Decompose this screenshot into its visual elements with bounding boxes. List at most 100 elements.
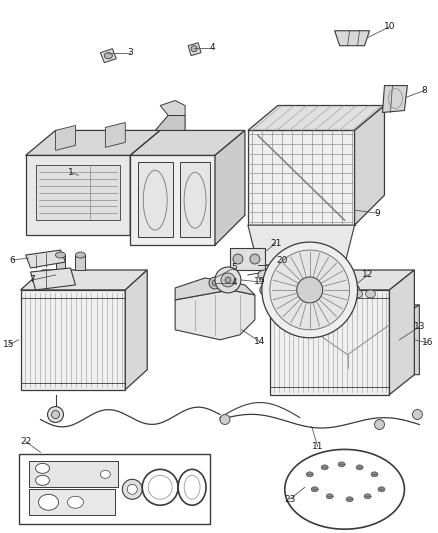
Ellipse shape bbox=[104, 53, 112, 59]
Ellipse shape bbox=[35, 463, 49, 473]
Polygon shape bbox=[175, 290, 255, 340]
Polygon shape bbox=[305, 325, 389, 368]
Polygon shape bbox=[399, 305, 419, 375]
Polygon shape bbox=[28, 489, 115, 515]
Ellipse shape bbox=[127, 484, 137, 494]
Bar bbox=[19, 455, 210, 524]
Ellipse shape bbox=[39, 494, 59, 510]
Polygon shape bbox=[160, 101, 185, 116]
Polygon shape bbox=[270, 270, 414, 290]
Text: 5: 5 bbox=[231, 263, 237, 272]
Ellipse shape bbox=[413, 409, 422, 419]
Bar bbox=[230, 248, 265, 270]
Ellipse shape bbox=[67, 496, 83, 508]
Polygon shape bbox=[155, 116, 185, 131]
Polygon shape bbox=[248, 131, 355, 225]
Ellipse shape bbox=[220, 415, 230, 424]
Ellipse shape bbox=[353, 290, 363, 298]
Ellipse shape bbox=[191, 46, 197, 52]
Text: 19: 19 bbox=[254, 278, 265, 286]
Text: 1: 1 bbox=[67, 168, 73, 177]
Text: 4: 4 bbox=[209, 43, 215, 52]
Ellipse shape bbox=[356, 465, 363, 470]
Polygon shape bbox=[295, 305, 419, 318]
Text: 12: 12 bbox=[362, 270, 373, 279]
Ellipse shape bbox=[326, 494, 333, 499]
Polygon shape bbox=[56, 255, 66, 270]
Ellipse shape bbox=[233, 254, 243, 264]
Bar bbox=[138, 163, 173, 237]
Ellipse shape bbox=[288, 290, 298, 298]
Bar bbox=[35, 165, 120, 220]
Polygon shape bbox=[295, 318, 399, 375]
Text: 3: 3 bbox=[127, 48, 133, 57]
Ellipse shape bbox=[75, 252, 85, 258]
Polygon shape bbox=[130, 131, 245, 155]
Polygon shape bbox=[175, 278, 255, 300]
Ellipse shape bbox=[212, 280, 218, 286]
Polygon shape bbox=[25, 250, 66, 268]
Polygon shape bbox=[100, 49, 117, 63]
Polygon shape bbox=[335, 31, 370, 46]
Ellipse shape bbox=[311, 487, 318, 492]
Ellipse shape bbox=[346, 497, 353, 502]
Ellipse shape bbox=[327, 290, 337, 298]
Text: 14: 14 bbox=[254, 337, 265, 346]
Bar bbox=[180, 163, 210, 237]
Polygon shape bbox=[248, 106, 385, 131]
Ellipse shape bbox=[339, 290, 350, 298]
Text: 21: 21 bbox=[270, 239, 282, 247]
Polygon shape bbox=[270, 290, 389, 394]
Ellipse shape bbox=[297, 277, 323, 303]
Polygon shape bbox=[248, 225, 355, 265]
Polygon shape bbox=[56, 125, 75, 150]
Text: 15: 15 bbox=[3, 340, 14, 349]
Ellipse shape bbox=[338, 462, 345, 467]
Ellipse shape bbox=[225, 277, 231, 283]
Ellipse shape bbox=[262, 242, 357, 338]
Polygon shape bbox=[130, 155, 215, 245]
Text: 22: 22 bbox=[20, 437, 31, 446]
Text: 13: 13 bbox=[413, 322, 425, 332]
Ellipse shape bbox=[221, 273, 235, 287]
Ellipse shape bbox=[209, 277, 221, 289]
Polygon shape bbox=[21, 290, 125, 390]
Polygon shape bbox=[25, 155, 130, 235]
Ellipse shape bbox=[100, 470, 110, 478]
Polygon shape bbox=[389, 270, 414, 394]
Ellipse shape bbox=[374, 419, 385, 430]
Ellipse shape bbox=[52, 410, 60, 418]
Text: 8: 8 bbox=[421, 86, 427, 95]
Text: 7: 7 bbox=[30, 276, 35, 285]
Polygon shape bbox=[382, 86, 407, 112]
Text: 6: 6 bbox=[10, 255, 15, 264]
Polygon shape bbox=[130, 131, 160, 235]
Ellipse shape bbox=[314, 290, 324, 298]
Ellipse shape bbox=[364, 494, 371, 499]
Polygon shape bbox=[31, 268, 75, 290]
Ellipse shape bbox=[321, 465, 328, 470]
Ellipse shape bbox=[148, 475, 172, 499]
Polygon shape bbox=[28, 462, 118, 487]
Ellipse shape bbox=[258, 270, 272, 280]
Ellipse shape bbox=[56, 252, 66, 258]
Ellipse shape bbox=[306, 472, 313, 477]
Text: 4: 4 bbox=[231, 278, 237, 287]
Text: 11: 11 bbox=[312, 442, 323, 451]
Polygon shape bbox=[25, 131, 160, 155]
Ellipse shape bbox=[301, 290, 311, 298]
Polygon shape bbox=[75, 255, 85, 270]
Ellipse shape bbox=[122, 479, 142, 499]
Ellipse shape bbox=[378, 487, 385, 492]
Ellipse shape bbox=[275, 290, 285, 298]
Polygon shape bbox=[21, 270, 147, 290]
Ellipse shape bbox=[35, 475, 49, 486]
Ellipse shape bbox=[371, 472, 378, 477]
Ellipse shape bbox=[48, 407, 64, 423]
Text: 10: 10 bbox=[384, 22, 395, 31]
Polygon shape bbox=[355, 106, 385, 225]
Ellipse shape bbox=[366, 290, 375, 298]
Text: 9: 9 bbox=[374, 209, 380, 217]
Ellipse shape bbox=[215, 267, 241, 293]
Polygon shape bbox=[215, 131, 245, 245]
